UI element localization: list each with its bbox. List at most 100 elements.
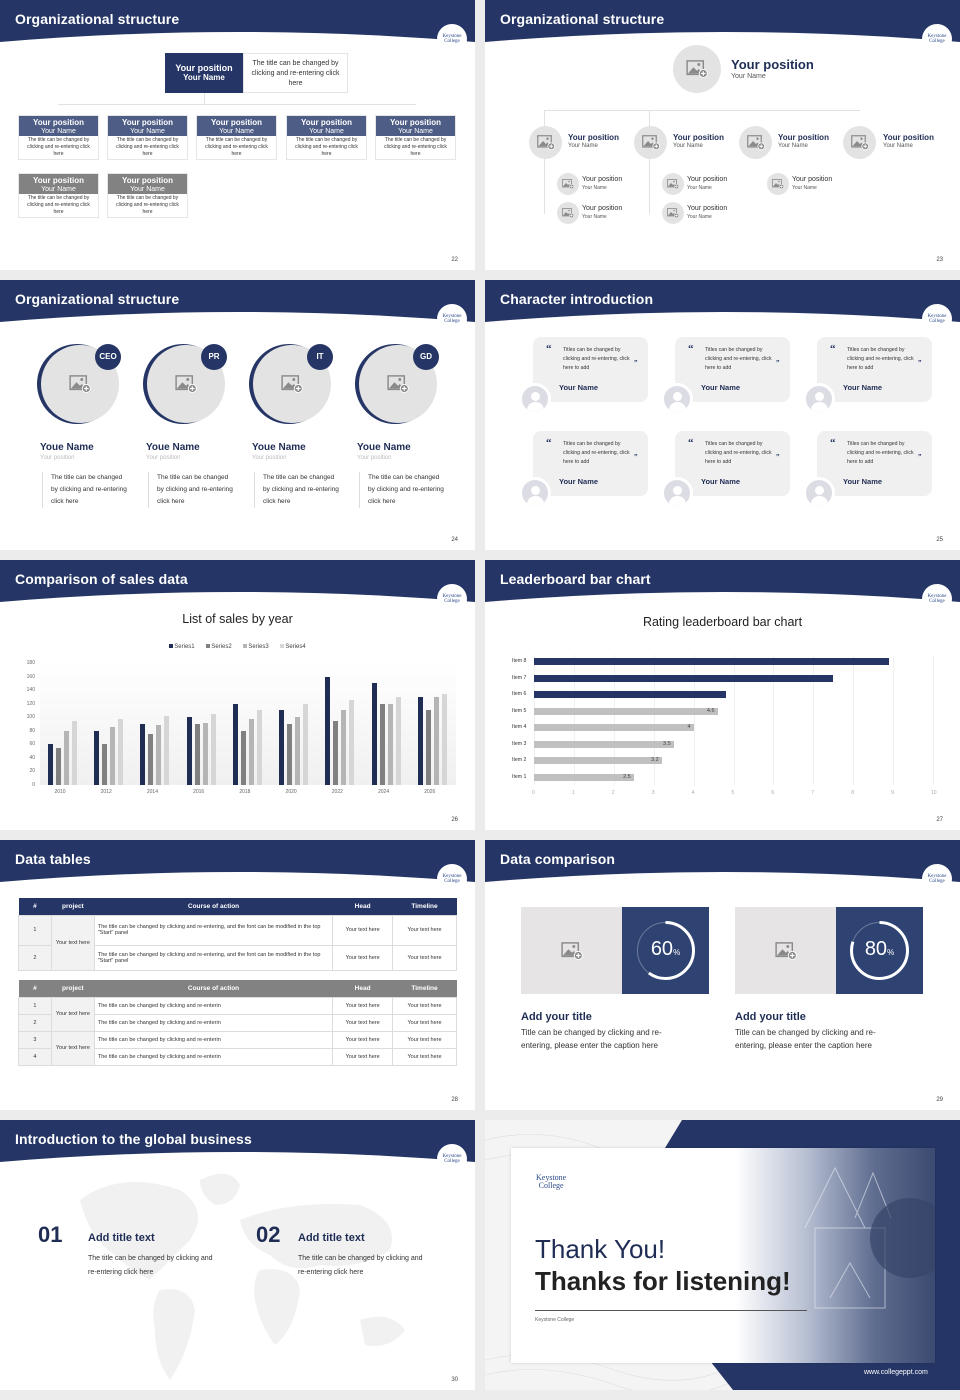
bar	[303, 703, 309, 785]
member-name: Youe Name	[146, 442, 200, 453]
x-tick: 2016	[193, 789, 205, 795]
y-tick: 40	[29, 754, 35, 761]
quote-card[interactable]: “ Titles can be changed by clicking and …	[533, 337, 648, 402]
grid-line	[933, 655, 934, 785]
member-photo[interactable]: GD	[355, 344, 439, 424]
bar	[371, 683, 377, 785]
top-position-box[interactable]: Your position Your Name	[165, 53, 243, 93]
member-name: Youe Name	[357, 442, 411, 453]
slide-23[interactable]: Organizational structure Keystone College…	[485, 0, 960, 270]
member-name: Youe Name	[252, 442, 306, 453]
member-photo[interactable]: IT	[249, 344, 333, 424]
org-card[interactable]: Your position Your Name The title can be …	[107, 115, 188, 160]
campus-building-photo	[735, 1148, 935, 1363]
slide-header: Leaderboard bar chart	[485, 560, 960, 606]
slide-title: Organizational structure	[15, 11, 180, 27]
org-card[interactable]: Your position Your Name The title can be …	[196, 115, 277, 160]
photo-placeholder[interactable]	[767, 173, 789, 195]
photo-placeholder[interactable]	[735, 907, 836, 994]
bar: 3.5	[534, 740, 674, 748]
org-card[interactable]: Your position Your Name The title can be …	[286, 115, 367, 160]
bar	[94, 730, 100, 785]
org-card[interactable]: Your position Your Name The title can be …	[18, 173, 99, 218]
bar	[534, 691, 726, 698]
quote-close-icon: ”	[634, 453, 638, 461]
photo-placeholder[interactable]	[521, 907, 622, 994]
quote-card[interactable]: “ Titles can be changed by clicking and …	[675, 337, 790, 402]
page-number: 28	[451, 1097, 458, 1103]
grid-line	[813, 655, 815, 785]
category-label: Item 2	[512, 757, 527, 763]
grid-line	[893, 655, 895, 785]
connector-line	[649, 110, 650, 214]
image-add-icon	[747, 135, 765, 150]
connector-line	[544, 110, 860, 111]
photo-placeholder[interactable]	[843, 126, 876, 159]
photo-placeholder[interactable]	[662, 173, 684, 195]
grid-line	[573, 655, 575, 785]
photo-placeholder[interactable]	[529, 126, 562, 159]
bar	[140, 724, 146, 785]
member-photo[interactable]: CEO	[37, 344, 121, 424]
bar	[333, 720, 339, 785]
quote-card[interactable]: “ Titles can be changed by clicking and …	[675, 431, 790, 496]
quote-close-icon: ”	[634, 359, 638, 367]
x-tick: 2018	[239, 789, 251, 795]
slide-22[interactable]: Organizational structure Keystone College…	[0, 0, 475, 270]
connector-line	[58, 104, 416, 105]
slide-30[interactable]: Introduction to the global business Keys…	[0, 1120, 475, 1390]
org-card[interactable]: Your position Your Name The title can be …	[375, 115, 456, 160]
bar	[164, 715, 170, 785]
bar	[56, 747, 61, 785]
slide-25[interactable]: Character introduction Keystone College “…	[485, 280, 960, 550]
thank-you-heading: Thank You!	[535, 1234, 666, 1264]
photo-placeholder[interactable]	[557, 202, 579, 224]
org-card[interactable]: Your position Your Name The title can be …	[107, 173, 188, 218]
slide-24[interactable]: Organizational structure Keystone College…	[0, 280, 475, 550]
column-chart-plot	[40, 663, 456, 785]
member-photo[interactable]: PR	[143, 344, 227, 424]
data-table-2: # project Course of action Head Timeline 1 Y…	[18, 980, 457, 1066]
bar	[534, 658, 890, 665]
photo-placeholder[interactable]	[557, 173, 579, 195]
category-label: Item 4	[512, 724, 527, 730]
image-add-icon	[851, 135, 869, 150]
slide-title: Organizational structure	[15, 291, 180, 307]
item-text: The title can be changed by clicking and…	[88, 1255, 213, 1276]
quote-card[interactable]: “ Titles can be changed by clicking and …	[817, 337, 932, 402]
page-number: 25	[936, 537, 943, 543]
thanks-for-listening-heading: Thanks for listening!	[535, 1266, 791, 1296]
photo-placeholder[interactable]	[634, 126, 667, 159]
chart-title: List of sales by year	[182, 612, 293, 626]
bar	[279, 710, 285, 785]
slide-title: Organizational structure	[500, 11, 665, 27]
photo-placeholder[interactable]	[662, 202, 684, 224]
percent-value: 60%	[650, 938, 681, 960]
image-add-icon	[775, 942, 797, 960]
quote-card[interactable]: “ Titles can be changed by clicking and …	[533, 431, 648, 496]
college-logo: Keystone College	[922, 864, 952, 894]
photo-placeholder[interactable]	[673, 45, 721, 93]
y-tick: 0	[32, 782, 35, 788]
college-name: Keystone College	[535, 1317, 575, 1323]
grid-line	[653, 655, 655, 785]
bar	[534, 674, 834, 682]
item-title: Add title text	[298, 1232, 365, 1244]
bar	[379, 703, 385, 785]
college-logo: Keystone College	[437, 24, 467, 54]
image-add-icon	[537, 135, 555, 150]
org-card[interactable]: Your position Your Name The title can be …	[18, 115, 99, 160]
slide-28[interactable]: Data tables Keystone College # project Cour…	[0, 840, 475, 1110]
role-badge: IT	[307, 344, 333, 370]
item-text: The title can be changed by clicking and…	[298, 1255, 423, 1276]
bar	[194, 724, 200, 785]
x-tick: 0	[532, 790, 535, 796]
slide-29[interactable]: Data comparison Keystone College 60% Add …	[485, 840, 960, 1110]
table-header-row: # project Course of action Head Timeline	[18, 898, 457, 915]
quote-card[interactable]: “ Titles can be changed by clicking and …	[817, 431, 932, 496]
website-link[interactable]: www.collegeppt.com	[864, 1369, 928, 1376]
bar	[349, 700, 355, 785]
photo-placeholder[interactable]	[739, 126, 772, 159]
bar	[186, 717, 192, 785]
bar	[425, 710, 431, 785]
